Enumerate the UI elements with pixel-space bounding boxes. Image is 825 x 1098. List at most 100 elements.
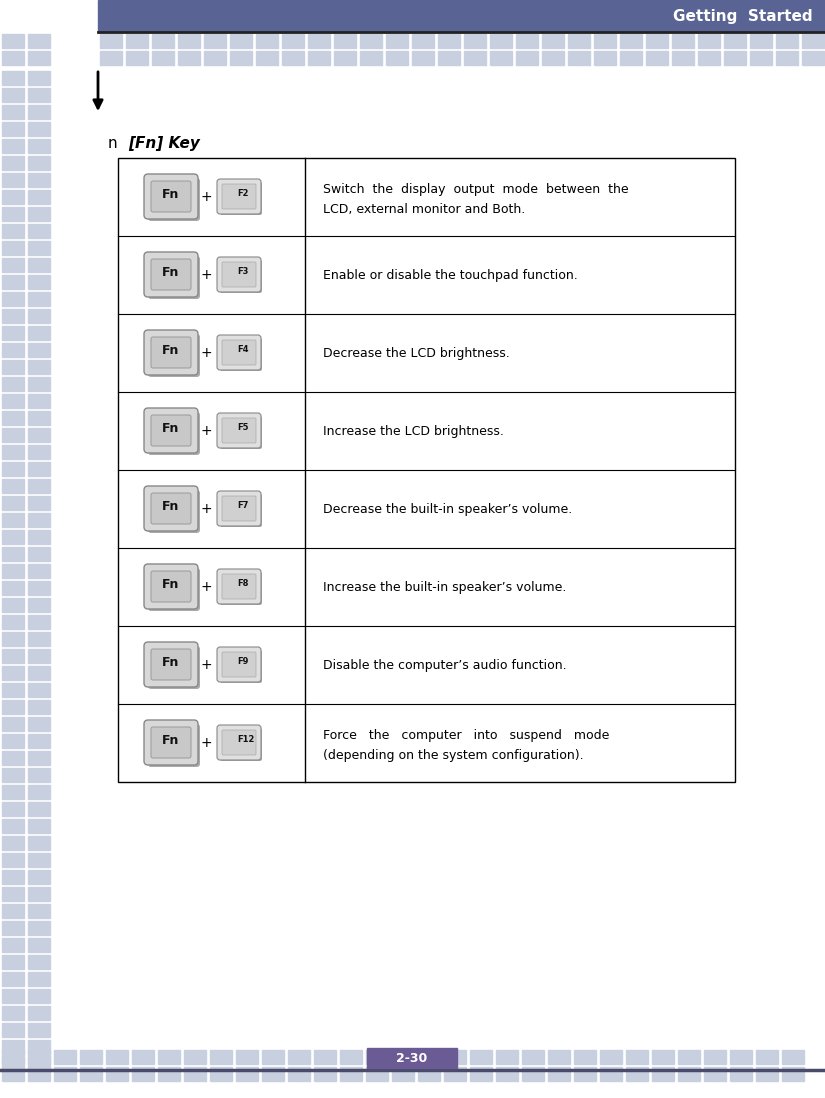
FancyBboxPatch shape: [148, 256, 200, 299]
Bar: [2, 701, 24, 714]
Bar: [2, 1050, 24, 1064]
Bar: [100, 51, 122, 65]
Bar: [2, 564, 24, 578]
Bar: [2, 598, 24, 612]
Bar: [2, 1040, 24, 1054]
Bar: [542, 34, 564, 48]
FancyBboxPatch shape: [151, 493, 191, 524]
Bar: [262, 1067, 284, 1082]
Bar: [568, 34, 590, 48]
Bar: [28, 785, 50, 799]
FancyBboxPatch shape: [148, 334, 200, 377]
Text: Fn: Fn: [163, 345, 180, 358]
FancyBboxPatch shape: [220, 494, 262, 527]
Bar: [360, 51, 382, 65]
Bar: [28, 326, 50, 340]
Bar: [2, 292, 24, 306]
Bar: [438, 51, 460, 65]
Bar: [28, 208, 50, 221]
Bar: [2, 938, 24, 952]
Bar: [672, 51, 694, 65]
Bar: [490, 34, 512, 48]
FancyBboxPatch shape: [144, 486, 198, 531]
Bar: [2, 853, 24, 867]
FancyBboxPatch shape: [144, 408, 198, 453]
Bar: [366, 1067, 388, 1082]
Bar: [2, 615, 24, 629]
Bar: [340, 1067, 362, 1082]
Bar: [28, 938, 50, 952]
Bar: [152, 51, 174, 65]
Bar: [464, 34, 486, 48]
Bar: [704, 1050, 726, 1064]
Bar: [496, 1067, 518, 1082]
Bar: [28, 394, 50, 408]
Bar: [2, 683, 24, 697]
Bar: [132, 1067, 154, 1082]
Bar: [28, 870, 50, 884]
Text: Switch  the  display  output  mode  between  the: Switch the display output mode between t…: [323, 182, 629, 195]
FancyBboxPatch shape: [220, 416, 262, 449]
Bar: [210, 1067, 232, 1082]
Bar: [28, 34, 50, 48]
FancyBboxPatch shape: [220, 260, 262, 293]
Bar: [600, 1050, 622, 1064]
Text: Getting  Started: Getting Started: [673, 9, 813, 23]
Bar: [548, 1067, 570, 1082]
Bar: [2, 751, 24, 765]
Bar: [28, 683, 50, 697]
Bar: [28, 309, 50, 323]
Bar: [522, 1067, 544, 1082]
FancyBboxPatch shape: [148, 178, 200, 221]
Bar: [204, 51, 226, 65]
Bar: [28, 224, 50, 238]
Bar: [152, 34, 174, 48]
Bar: [210, 1050, 232, 1064]
Text: Increase the LCD brightness.: Increase the LCD brightness.: [323, 425, 504, 437]
Bar: [28, 122, 50, 136]
Text: F8: F8: [237, 579, 248, 587]
Bar: [620, 51, 642, 65]
Bar: [2, 632, 24, 646]
Bar: [28, 972, 50, 986]
Bar: [490, 51, 512, 65]
Bar: [2, 462, 24, 477]
FancyBboxPatch shape: [148, 412, 200, 455]
FancyBboxPatch shape: [144, 253, 198, 296]
Bar: [802, 34, 824, 48]
Text: n: n: [108, 136, 118, 152]
Bar: [334, 34, 356, 48]
Bar: [28, 547, 50, 561]
Bar: [282, 34, 304, 48]
FancyBboxPatch shape: [144, 173, 198, 219]
Bar: [184, 1067, 206, 1082]
Bar: [230, 51, 252, 65]
Text: Fn: Fn: [163, 189, 180, 202]
Text: Fn: Fn: [163, 501, 180, 514]
Bar: [470, 1050, 492, 1064]
Bar: [28, 921, 50, 935]
Bar: [2, 411, 24, 425]
Bar: [2, 768, 24, 782]
Text: Fn: Fn: [163, 267, 180, 280]
Text: Decrease the LCD brightness.: Decrease the LCD brightness.: [323, 347, 510, 359]
Bar: [2, 208, 24, 221]
Bar: [2, 122, 24, 136]
Bar: [28, 887, 50, 901]
Bar: [438, 34, 460, 48]
Bar: [2, 547, 24, 561]
Bar: [522, 1050, 544, 1064]
Bar: [28, 71, 50, 85]
Bar: [2, 921, 24, 935]
Bar: [2, 51, 24, 65]
Bar: [314, 1050, 336, 1064]
Text: +: +: [200, 580, 212, 594]
Bar: [2, 105, 24, 119]
Bar: [2, 377, 24, 391]
Bar: [392, 1067, 414, 1082]
Bar: [574, 1067, 596, 1082]
Bar: [28, 51, 50, 65]
Bar: [28, 496, 50, 509]
Bar: [308, 34, 330, 48]
Bar: [2, 88, 24, 102]
